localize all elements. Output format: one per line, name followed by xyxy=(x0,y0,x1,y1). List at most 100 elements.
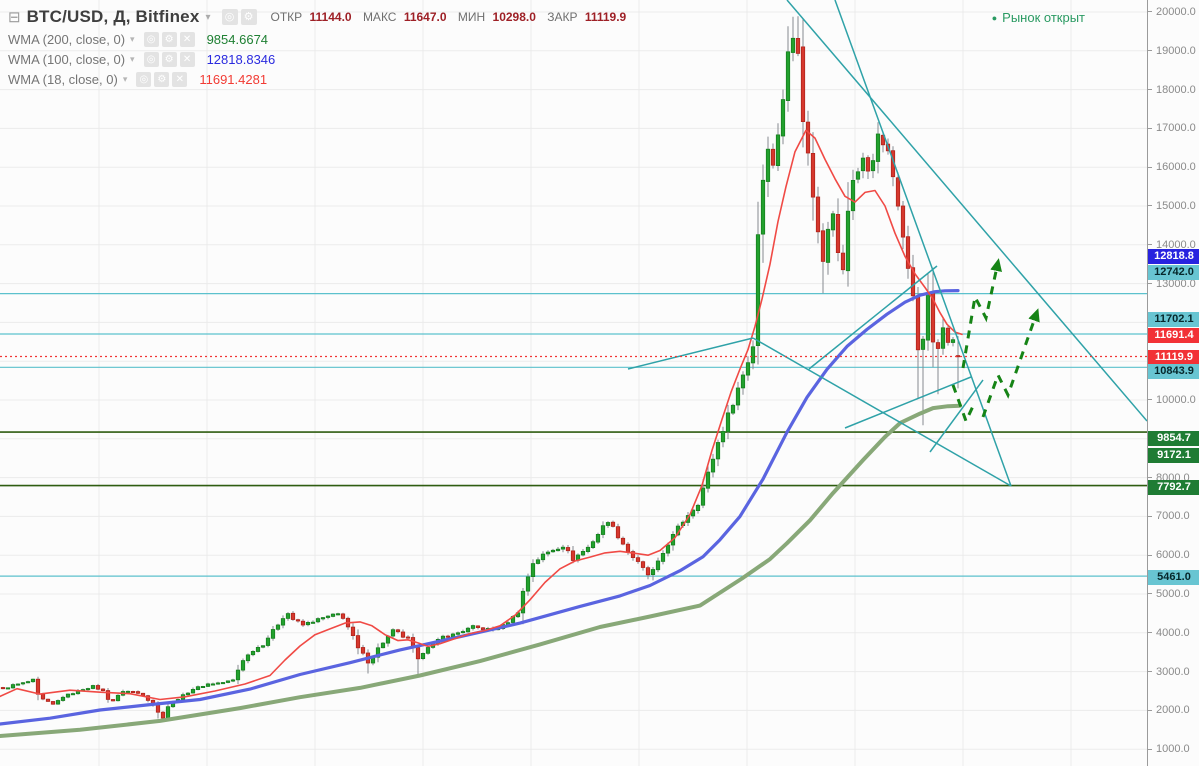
axis-tick xyxy=(1148,554,1152,556)
candle xyxy=(210,683,216,686)
trend-line xyxy=(752,337,1012,487)
axis-tick xyxy=(1148,50,1152,52)
candle xyxy=(55,700,61,705)
indicator-row-wma200: WMA (200, close, 0) ▾ ◎ ⚙ ✕ 9854.6674 xyxy=(8,29,626,49)
forecast-arrows xyxy=(951,258,1040,425)
arrow-annotation xyxy=(951,384,977,425)
candle xyxy=(10,684,16,689)
candle xyxy=(105,690,111,700)
price-badge-green: 9854.7 xyxy=(1148,430,1199,446)
candle xyxy=(645,567,651,576)
price-tick-label: 2000.0 xyxy=(1156,704,1190,717)
price-axis[interactable]: 1000.0 2000.0 3000.0 4000.0 5000.0 6000.0 7000… xyxy=(1147,0,1199,766)
gear-icon[interactable]: ⚙ xyxy=(154,71,170,87)
candle xyxy=(750,346,756,364)
candle xyxy=(315,618,321,623)
candle xyxy=(205,683,211,687)
candle xyxy=(795,38,801,54)
candle xyxy=(765,148,771,182)
candle xyxy=(590,541,596,549)
trend-line xyxy=(808,265,938,370)
chevron-down-icon[interactable]: ▾ xyxy=(205,11,211,23)
candle xyxy=(805,121,811,154)
indicator-label[interactable]: WMA (200, close, 0) xyxy=(8,31,126,47)
candle xyxy=(870,160,876,172)
candle xyxy=(415,647,421,660)
candle xyxy=(100,688,106,692)
eye-icon[interactable]: ◎ xyxy=(143,31,159,47)
candle xyxy=(775,134,781,166)
candle xyxy=(355,635,361,649)
candle xyxy=(910,267,916,297)
arrow-annotation xyxy=(961,258,1002,369)
candle xyxy=(950,339,956,343)
candle xyxy=(825,228,831,263)
candle xyxy=(300,620,306,626)
candle xyxy=(335,613,341,616)
candle xyxy=(925,292,931,341)
candle xyxy=(465,627,471,633)
candle xyxy=(0,687,6,690)
indicator-label[interactable]: WMA (100, close, 0) xyxy=(8,51,126,67)
candle xyxy=(5,687,11,690)
axis-tick xyxy=(1148,166,1152,168)
chart-area[interactable]: ⊟ BTC/USD, Д, Bitfinex ▾ ◎ ⚙ ОТКР 11144.… xyxy=(0,0,1147,766)
candle xyxy=(185,692,191,696)
candle xyxy=(320,617,326,620)
close-icon[interactable]: ✕ xyxy=(172,71,188,87)
market-status: ● Рынок открыт xyxy=(992,10,1085,25)
trend-line xyxy=(929,379,984,453)
axis-tick xyxy=(1148,748,1152,750)
indicator-row-wma18: WMA (18, close, 0) ▾ ◎ ⚙ ✕ 11691.4281 xyxy=(8,69,626,89)
price-badge-blue: 12818.8 xyxy=(1148,248,1199,264)
chevron-down-icon[interactable]: ▾ xyxy=(122,73,128,84)
close-icon[interactable]: ✕ xyxy=(179,51,195,67)
chart-canvas[interactable] xyxy=(0,0,1147,766)
candle xyxy=(90,685,96,689)
candle xyxy=(555,548,561,552)
trend-line xyxy=(786,0,1147,422)
candle xyxy=(695,504,701,511)
candle xyxy=(920,338,926,350)
candle xyxy=(860,157,866,172)
level-lines xyxy=(0,293,1147,577)
candle xyxy=(60,696,66,701)
eye-icon[interactable]: ◎ xyxy=(143,51,159,67)
candle xyxy=(815,196,821,233)
ohlc-open-value: 11144.0 xyxy=(309,10,352,24)
candle xyxy=(610,521,616,527)
candle xyxy=(280,618,286,626)
candle xyxy=(250,651,256,656)
candle xyxy=(330,613,336,617)
candle xyxy=(800,46,806,122)
gear-icon[interactable]: ⚙ xyxy=(161,31,177,47)
candle xyxy=(285,613,291,619)
candle xyxy=(585,546,591,552)
price-tick-label: 7000.0 xyxy=(1156,510,1190,523)
eye-icon[interactable]: ◎ xyxy=(221,9,238,25)
eye-icon[interactable]: ◎ xyxy=(136,71,152,87)
candle xyxy=(375,647,381,658)
close-icon[interactable]: ✕ xyxy=(179,31,195,47)
indicator-label[interactable]: WMA (18, close, 0) xyxy=(8,71,118,87)
candle xyxy=(260,645,266,648)
candle xyxy=(700,487,706,506)
candle xyxy=(740,374,746,389)
indicator-row-wma100: WMA (100, close, 0) ▾ ◎ ⚙ ✕ 12818.8346 xyxy=(8,49,626,69)
candle xyxy=(840,252,846,271)
chevron-down-icon[interactable]: ▾ xyxy=(130,33,135,44)
gear-icon[interactable]: ⚙ xyxy=(161,51,177,67)
symbol-title[interactable]: BTC/USD, Д, Bitfinex xyxy=(26,7,200,26)
ohlc-high-label: МАКС xyxy=(362,10,397,24)
collapse-icon[interactable]: ⊟ xyxy=(8,8,21,26)
arrow-annotation xyxy=(981,308,1040,418)
chevron-down-icon[interactable]: ▾ xyxy=(130,53,135,64)
price-badge-red: 11691.4 xyxy=(1148,327,1199,343)
candle xyxy=(790,37,796,53)
candle xyxy=(445,635,451,638)
ohlc-open-label: ОТКР xyxy=(270,10,303,24)
price-tick-label: 3000.0 xyxy=(1156,665,1190,678)
candle xyxy=(780,99,786,137)
gear-icon[interactable]: ⚙ xyxy=(240,9,257,25)
price-badge-green: 9172.1 xyxy=(1148,447,1199,463)
